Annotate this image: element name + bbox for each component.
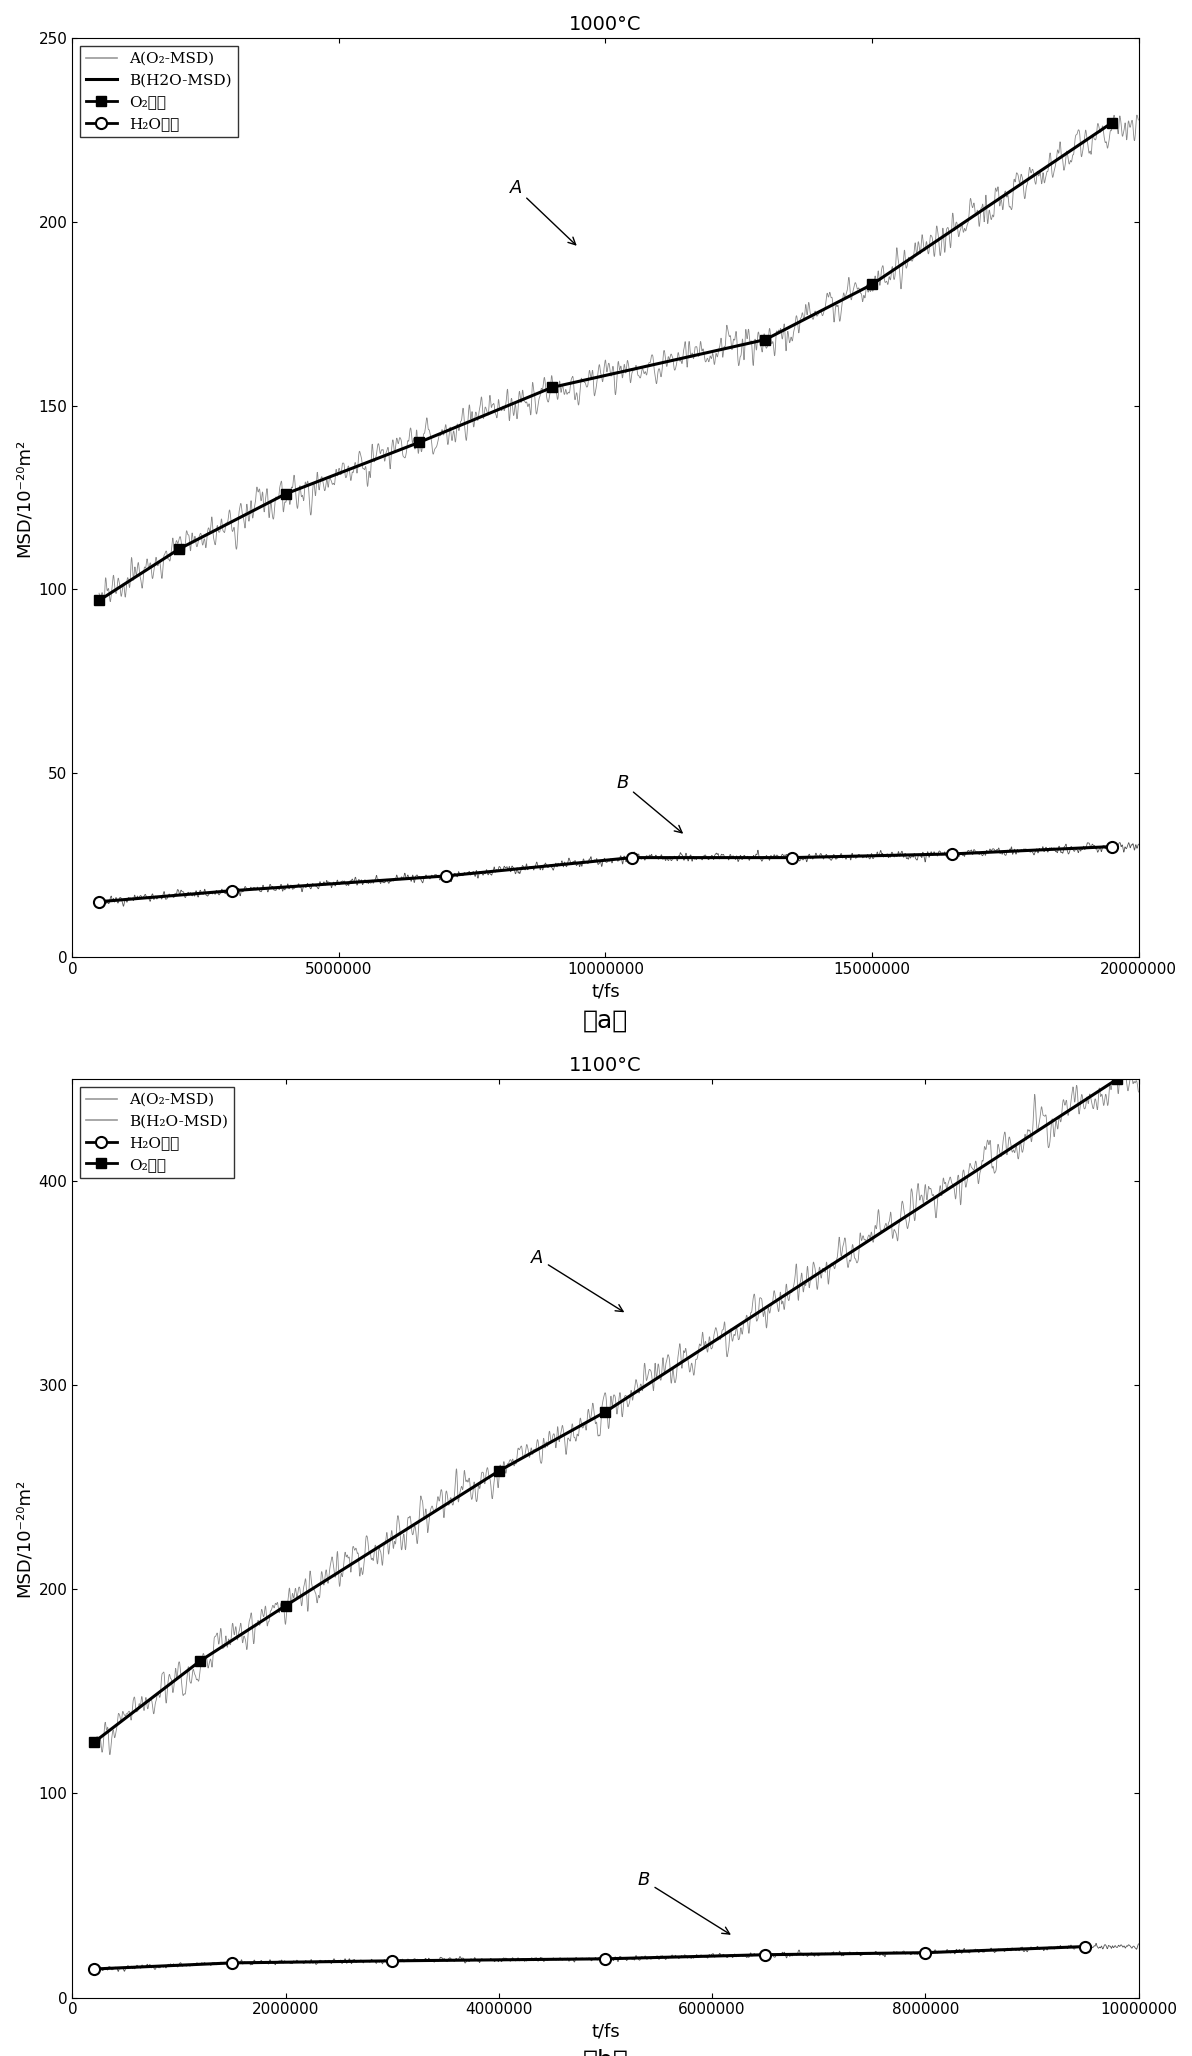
Title: 1100°C: 1100°C (569, 1057, 641, 1075)
Text: A: A (509, 179, 576, 245)
Legend: A(O₂-MSD), B(H2O-MSD), O₂拟合, H₂O拟合: A(O₂-MSD), B(H2O-MSD), O₂拟合, H₂O拟合 (80, 45, 237, 138)
Text: A: A (530, 1248, 623, 1312)
Y-axis label: MSD/10⁻²⁰m²: MSD/10⁻²⁰m² (15, 438, 33, 557)
Legend: A(O₂-MSD), B(H₂O-MSD), H₂O拟合, O₂拟合: A(O₂-MSD), B(H₂O-MSD), H₂O拟合, O₂拟合 (80, 1088, 234, 1178)
Text: （a）: （a） (583, 1007, 628, 1032)
X-axis label: t/fs: t/fs (591, 2023, 620, 2042)
Text: B: B (638, 1871, 730, 1935)
X-axis label: t/fs: t/fs (591, 983, 620, 999)
Text: （b）: （b） (583, 2050, 628, 2056)
Text: B: B (616, 773, 682, 833)
Title: 1000°C: 1000°C (570, 14, 641, 35)
Y-axis label: MSD/10⁻²⁰m²: MSD/10⁻²⁰m² (15, 1478, 33, 1598)
